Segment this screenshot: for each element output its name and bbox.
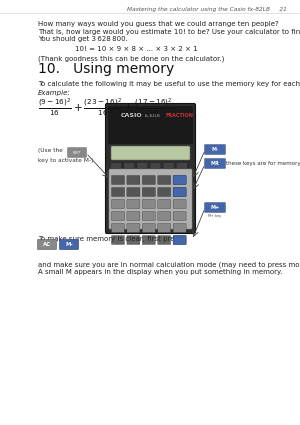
FancyBboxPatch shape (173, 199, 186, 209)
Text: CASIO: CASIO (121, 113, 142, 118)
FancyBboxPatch shape (142, 224, 155, 232)
Text: key to activate M-): key to activate M-) (38, 158, 93, 163)
FancyBboxPatch shape (127, 199, 140, 209)
FancyBboxPatch shape (158, 212, 171, 221)
Text: M+ key: M+ key (208, 214, 222, 218)
FancyBboxPatch shape (112, 176, 124, 184)
Text: Mastering the calculator using the Casio fx-82LB     21: Mastering the calculator using the Casio… (127, 7, 287, 12)
FancyBboxPatch shape (127, 235, 140, 244)
Text: M-: M- (65, 242, 73, 247)
FancyBboxPatch shape (112, 212, 124, 221)
Text: 10! = 10 × 9 × 8 × ... × 3 × 2 × 1: 10! = 10 × 9 × 8 × ... × 3 × 2 × 1 (75, 46, 198, 52)
FancyBboxPatch shape (108, 106, 193, 144)
Text: $\frac{(9-16)^2}{16}+\frac{(23-16)^2}{16}+\frac{(17-16)^2}{16}$: $\frac{(9-16)^2}{16}+\frac{(23-16)^2}{16… (38, 97, 173, 118)
FancyBboxPatch shape (112, 187, 124, 196)
FancyBboxPatch shape (142, 176, 155, 184)
FancyBboxPatch shape (112, 224, 124, 232)
FancyBboxPatch shape (173, 176, 186, 184)
FancyBboxPatch shape (173, 187, 186, 196)
Text: To make sure memory is clear, first press: To make sure memory is clear, first pres… (38, 236, 182, 242)
FancyBboxPatch shape (142, 212, 155, 221)
Text: You should get 3 628 800.: You should get 3 628 800. (38, 36, 128, 42)
FancyBboxPatch shape (173, 235, 186, 244)
FancyBboxPatch shape (176, 163, 187, 168)
FancyBboxPatch shape (173, 224, 186, 232)
Text: AC: AC (43, 242, 51, 247)
FancyBboxPatch shape (158, 199, 171, 209)
FancyBboxPatch shape (173, 176, 186, 184)
FancyBboxPatch shape (137, 163, 148, 168)
FancyBboxPatch shape (158, 224, 171, 232)
FancyBboxPatch shape (127, 187, 140, 196)
FancyBboxPatch shape (111, 163, 121, 168)
Text: these keys are for memory: these keys are for memory (226, 161, 300, 165)
FancyBboxPatch shape (106, 104, 196, 233)
Text: How many ways would you guess that we could arrange ten people?: How many ways would you guess that we co… (38, 21, 279, 27)
Text: M-: M- (212, 147, 218, 152)
FancyBboxPatch shape (158, 235, 171, 244)
FancyBboxPatch shape (164, 163, 174, 168)
Text: That is, how large would you estimate 10! to be? Use your calculator to find 10!: That is, how large would you estimate 10… (38, 28, 300, 34)
FancyBboxPatch shape (112, 235, 124, 244)
FancyBboxPatch shape (142, 187, 155, 196)
FancyBboxPatch shape (142, 199, 155, 209)
Text: MR: MR (211, 161, 219, 166)
FancyBboxPatch shape (111, 146, 190, 160)
FancyBboxPatch shape (205, 203, 225, 212)
Text: FRACTION: FRACTION (165, 113, 193, 118)
FancyBboxPatch shape (205, 159, 225, 168)
Text: SHIFT: SHIFT (73, 150, 81, 155)
FancyBboxPatch shape (38, 240, 56, 249)
FancyBboxPatch shape (173, 212, 186, 221)
FancyBboxPatch shape (142, 235, 155, 244)
FancyBboxPatch shape (127, 212, 140, 221)
Text: A small M appears in the display when you put something in memory.: A small M appears in the display when yo… (38, 269, 282, 275)
Text: M+: M+ (210, 205, 220, 210)
FancyBboxPatch shape (150, 163, 161, 168)
Text: 10.   Using memory: 10. Using memory (38, 62, 174, 76)
Text: fx-82LB: fx-82LB (145, 114, 161, 118)
FancyBboxPatch shape (109, 169, 192, 229)
Text: Example:: Example: (38, 90, 71, 96)
FancyBboxPatch shape (68, 147, 86, 157)
FancyBboxPatch shape (59, 240, 79, 249)
FancyBboxPatch shape (173, 187, 186, 196)
FancyBboxPatch shape (158, 187, 171, 196)
FancyBboxPatch shape (127, 224, 140, 232)
Text: To calculate the following it may be useful to use the memory key for each term:: To calculate the following it may be use… (38, 81, 300, 87)
FancyBboxPatch shape (127, 176, 140, 184)
Text: (Use the: (Use the (38, 148, 63, 153)
FancyBboxPatch shape (158, 176, 171, 184)
FancyBboxPatch shape (112, 199, 124, 209)
FancyBboxPatch shape (124, 163, 134, 168)
Text: (Thank goodness this can be done on the calculator.): (Thank goodness this can be done on the … (38, 56, 224, 62)
Text: and make sure you are in normal calculation mode (may need to press mode 1).: and make sure you are in normal calculat… (38, 261, 300, 267)
FancyBboxPatch shape (205, 144, 225, 154)
FancyBboxPatch shape (173, 235, 186, 244)
